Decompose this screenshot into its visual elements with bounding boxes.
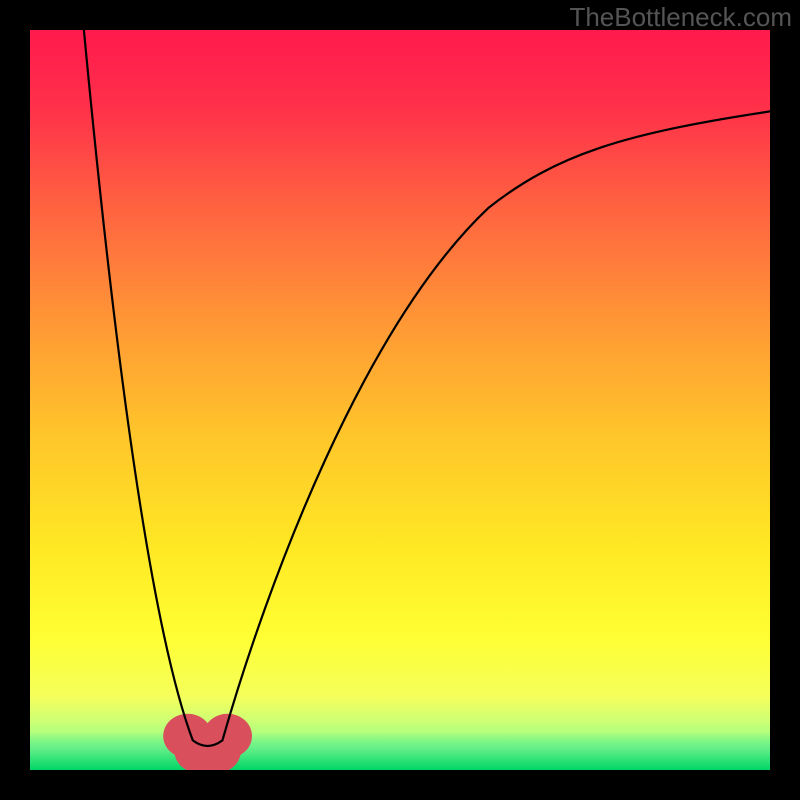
v-curve — [30, 30, 770, 770]
watermark-text: TheBottleneck.com — [569, 2, 792, 33]
frame: TheBottleneck.com — [0, 0, 800, 800]
plot-area — [30, 30, 770, 770]
